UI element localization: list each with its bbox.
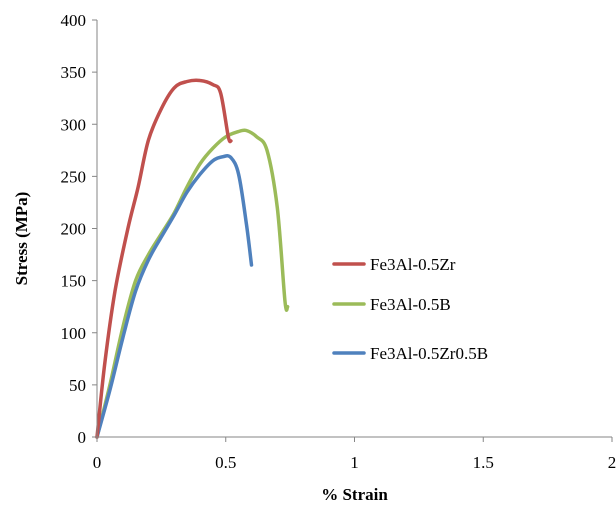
legend-label-fe3al-0-5zr: Fe3Al-0.5Zr [370, 255, 456, 274]
y-tick-label: 100 [61, 324, 87, 343]
legend-label-fe3al-0-5zr0-5b: Fe3Al-0.5Zr0.5B [370, 344, 488, 363]
series-line-fe3al-0-5zr0-5b [95, 154, 254, 439]
x-axis-title: % Strain [321, 485, 388, 504]
x-tick-label: 2 [608, 453, 616, 472]
series-line-fe3al-0-5zr [95, 78, 233, 439]
y-axis-title: Stress (MPa) [12, 192, 31, 286]
y-tick-label: 150 [61, 272, 87, 291]
x-tick-label: 1.5 [473, 453, 494, 472]
y-tick-label: 250 [61, 167, 87, 186]
series-line-fe3al-0-5b [95, 128, 290, 439]
x-tick-label: 0 [93, 453, 102, 472]
legend-label-fe3al-0-5b: Fe3Al-0.5B [370, 295, 451, 314]
y-tick-label: 400 [61, 11, 87, 30]
y-tick-label: 0 [78, 428, 87, 447]
y-tick-label: 350 [61, 63, 87, 82]
series-layer [95, 78, 290, 439]
x-tick-label: 0.5 [215, 453, 236, 472]
y-tick-label: 50 [69, 376, 86, 395]
x-tick-label: 1 [350, 453, 359, 472]
y-tick-label: 300 [61, 115, 87, 134]
legend: Fe3Al-0.5Zr Fe3Al-0.5B Fe3Al-0.5Zr0.5B [332, 255, 488, 363]
y-tick-label: 200 [61, 220, 87, 239]
axes-layer: 0 50 100 150 200 250 300 350 400 0 0.5 1 1.5 2 [61, 11, 616, 472]
